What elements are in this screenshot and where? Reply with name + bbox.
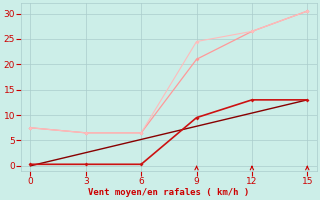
X-axis label: Vent moyen/en rafales ( km/h ): Vent moyen/en rafales ( km/h ) bbox=[88, 188, 250, 197]
